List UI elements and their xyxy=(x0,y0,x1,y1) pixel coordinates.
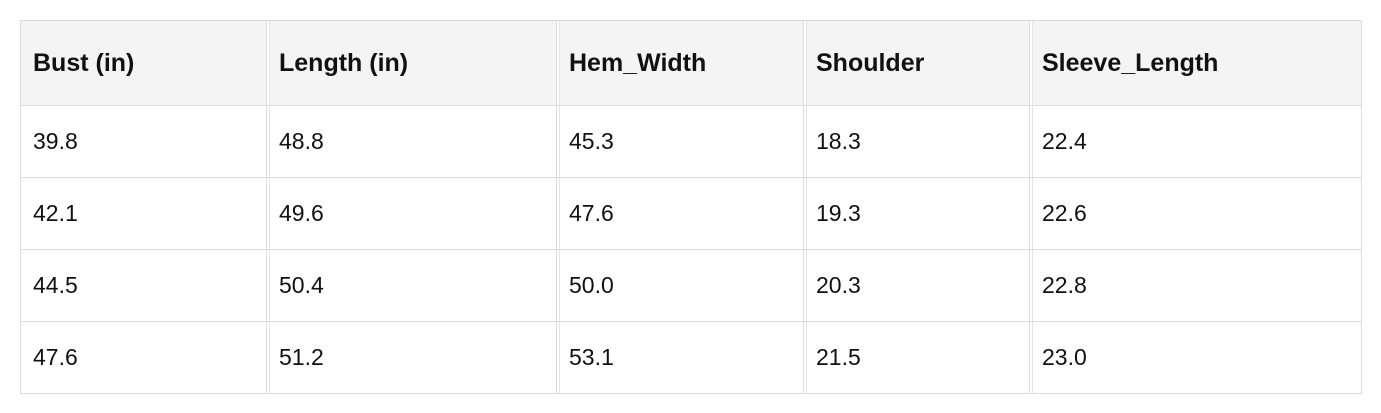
table-cell: 22.6 xyxy=(1030,178,1362,250)
table-cell: 44.5 xyxy=(21,250,267,322)
table-cell: 47.6 xyxy=(557,178,804,250)
table-cell: 22.4 xyxy=(1030,106,1362,178)
table-row: 44.5 50.4 50.0 20.3 22.8 xyxy=(21,250,1362,322)
table-cell: 42.1 xyxy=(21,178,267,250)
table-cell: 39.8 xyxy=(21,106,267,178)
table-header: Bust (in) Length (in) Hem_Width Shoulder Sle… xyxy=(21,21,1362,106)
table-cell: 51.2 xyxy=(267,322,557,394)
table-cell: 20.3 xyxy=(804,250,1030,322)
table-cell: 21.5 xyxy=(804,322,1030,394)
table-cell: 19.3 xyxy=(804,178,1030,250)
table-cell: 22.8 xyxy=(1030,250,1362,322)
table-cell: 49.6 xyxy=(267,178,557,250)
table-row: 42.1 49.6 47.6 19.3 22.6 xyxy=(21,178,1362,250)
header-cell: Sleeve_Length xyxy=(1030,21,1362,106)
table-cell: 50.0 xyxy=(557,250,804,322)
table-cell: 47.6 xyxy=(21,322,267,394)
header-cell: Hem_Width xyxy=(557,21,804,106)
table-row: 39.8 48.8 45.3 18.3 22.4 xyxy=(21,106,1362,178)
table-cell: 50.4 xyxy=(267,250,557,322)
header-row: Bust (in) Length (in) Hem_Width Shoulder Sle… xyxy=(21,21,1362,106)
table-cell: 53.1 xyxy=(557,322,804,394)
data-table: Bust (in) Length (in) Hem_Width Shoulder Sle… xyxy=(20,20,1362,394)
table-cell: 18.3 xyxy=(804,106,1030,178)
header-cell: Length (in) xyxy=(267,21,557,106)
header-cell: Shoulder xyxy=(804,21,1030,106)
table-row: 47.6 51.2 53.1 21.5 23.0 xyxy=(21,322,1362,394)
table-body: 39.8 48.8 45.3 18.3 22.4 42.1 49.6 47.6 19.3 22.6… xyxy=(21,106,1362,394)
table-cell: 23.0 xyxy=(1030,322,1362,394)
table-cell: 45.3 xyxy=(557,106,804,178)
header-cell: Bust (in) xyxy=(21,21,267,106)
table-cell: 48.8 xyxy=(267,106,557,178)
